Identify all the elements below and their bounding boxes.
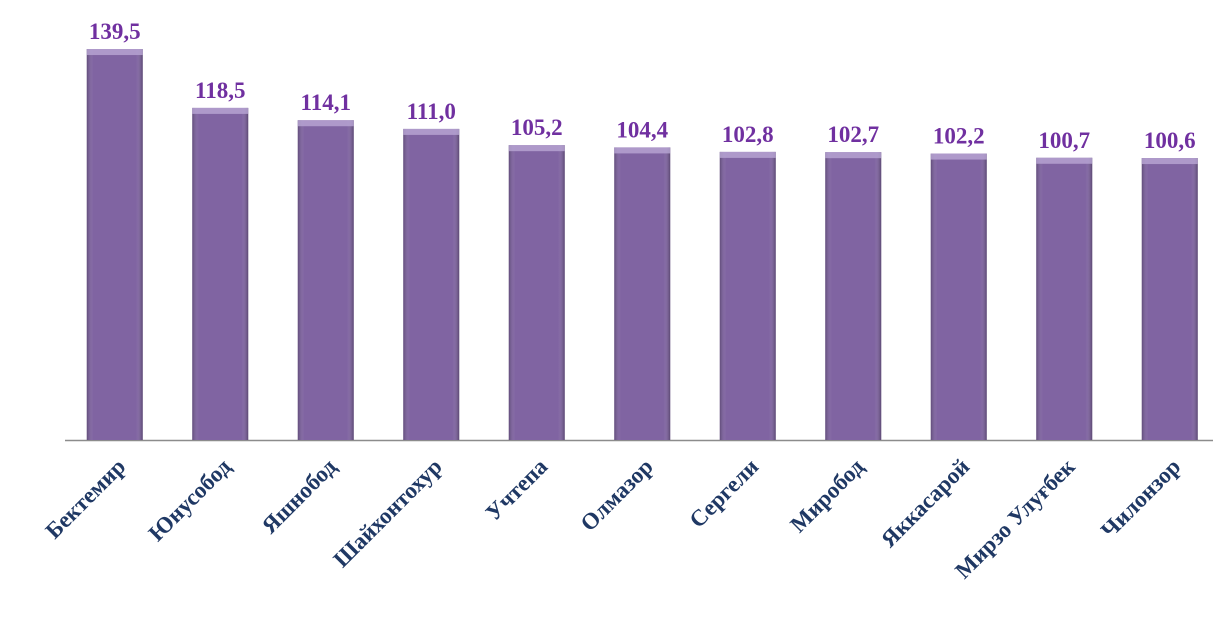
bar-bevel bbox=[930, 153, 987, 160]
bar-shade bbox=[930, 153, 987, 440]
data-label: 100,6 bbox=[1144, 128, 1196, 153]
bar-bevel bbox=[192, 107, 249, 114]
bar-bevel bbox=[1141, 158, 1198, 165]
data-label: 100,7 bbox=[1038, 128, 1090, 153]
x-tick-label: Учтепа bbox=[481, 454, 553, 526]
data-label: 102,7 bbox=[827, 122, 879, 147]
bar-shade bbox=[1036, 157, 1093, 440]
bar-bevel bbox=[297, 120, 354, 127]
bar-shade bbox=[297, 120, 354, 440]
x-tick-label: Шайхонтохур bbox=[329, 454, 447, 572]
data-label: 114,1 bbox=[301, 90, 351, 115]
data-label: 104,4 bbox=[616, 117, 668, 142]
bar-shade bbox=[403, 128, 460, 441]
bar-bevel bbox=[719, 151, 776, 158]
data-label: 102,8 bbox=[722, 122, 774, 147]
data-label: 102,2 bbox=[933, 124, 985, 149]
x-tick-label: Яккасарой bbox=[876, 454, 974, 552]
bar-bevel bbox=[825, 152, 882, 159]
data-label: 111,0 bbox=[407, 99, 456, 124]
bar-bevel bbox=[86, 49, 143, 56]
bar-shade bbox=[614, 147, 671, 441]
bar-bevel bbox=[508, 145, 565, 152]
x-tick-label: Яшнобод bbox=[257, 454, 342, 539]
data-label: 118,5 bbox=[195, 78, 245, 103]
data-label: 139,5 bbox=[89, 19, 141, 44]
x-tick-label: Олмазор bbox=[576, 454, 658, 536]
bar-bevel bbox=[614, 147, 671, 154]
bar-shade bbox=[508, 145, 565, 440]
bar-shade bbox=[825, 152, 882, 440]
data-label: 105,2 bbox=[511, 115, 563, 140]
bar-shade bbox=[192, 107, 249, 441]
x-tick-label: Миробод bbox=[785, 454, 869, 538]
bar-shade bbox=[1141, 158, 1198, 440]
bar-bevel bbox=[403, 128, 460, 135]
x-tick-label: Сергели bbox=[685, 454, 764, 533]
x-tick-label: Бектемир bbox=[41, 454, 131, 544]
bar-bevel bbox=[1036, 157, 1093, 164]
x-tick-label: Юнусобод bbox=[144, 454, 236, 546]
x-tick-label: Чилонзор bbox=[1096, 454, 1185, 543]
bar-shade bbox=[719, 151, 776, 441]
bar-shade bbox=[86, 49, 143, 440]
